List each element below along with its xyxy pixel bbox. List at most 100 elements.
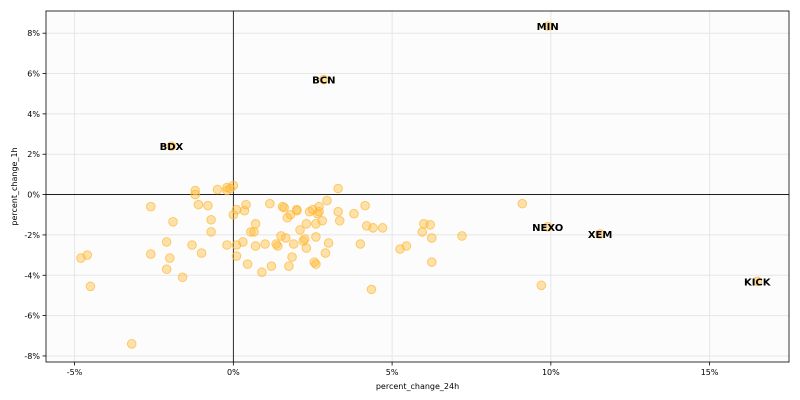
data-point (168, 217, 178, 227)
data-point (334, 215, 345, 226)
data-point (222, 240, 232, 250)
data-point (401, 241, 412, 251)
data-point (301, 243, 312, 253)
data-point (299, 234, 310, 244)
x-tick-label: 5% (386, 368, 399, 377)
data-point (292, 205, 302, 216)
data-point (165, 253, 175, 263)
annotated-point (542, 222, 553, 232)
data-point (242, 259, 253, 269)
data-point (366, 284, 377, 295)
x-tick-label: 15% (701, 368, 719, 377)
data-point (333, 206, 343, 217)
annotation-label: NEXO (532, 223, 563, 234)
data-point (377, 223, 388, 233)
data-point (426, 257, 437, 267)
point-annotations: MIN BCN BDX NEXO XEM KICK (160, 21, 772, 288)
data-point (417, 227, 428, 237)
data-point (536, 280, 547, 291)
x-tick-label: 0% (227, 368, 240, 377)
y-tick-label: -4% (24, 271, 40, 280)
y-tick-label: -8% (24, 352, 40, 361)
y-tick-label: 2% (27, 150, 40, 159)
data-point (228, 180, 239, 191)
data-point (349, 208, 359, 219)
data-point (360, 200, 370, 211)
x-tick-label: 10% (542, 368, 560, 377)
data-point (317, 215, 328, 226)
data-point (187, 240, 197, 250)
plot-frame (45, 10, 790, 363)
data-point (249, 227, 259, 237)
annotation-label: BDX (160, 142, 184, 153)
y-tick-label: 0% (27, 191, 40, 200)
data-point (284, 261, 294, 271)
annotated-point (595, 229, 605, 239)
data-point (85, 281, 96, 292)
annotation-label: XEM (588, 230, 613, 241)
data-point (287, 252, 297, 262)
data-point (311, 259, 321, 269)
data-point (177, 272, 188, 283)
data-point (250, 219, 261, 229)
annotated-point (542, 21, 553, 31)
data-point (145, 201, 156, 212)
data-point (265, 198, 275, 209)
data-point (279, 202, 289, 213)
data-point (368, 223, 378, 233)
annotated-point (319, 74, 329, 85)
y-tick-label: -6% (24, 312, 40, 321)
data-point (203, 200, 213, 211)
data-point (323, 238, 334, 248)
y-axis-ticks: -8% -6% -4% -2% 0% 2% 4% 6% 8% (24, 29, 46, 361)
data-point (161, 237, 172, 247)
data-point (266, 261, 277, 271)
data-point (272, 241, 283, 251)
data-point (238, 237, 248, 247)
data-point (276, 231, 286, 241)
data-point (260, 239, 270, 249)
data-point (333, 183, 343, 194)
data-point (288, 239, 299, 249)
data-point (206, 227, 216, 237)
data-point (355, 239, 366, 249)
annotated-point (166, 141, 177, 151)
x-axis-label: percent_change_24h (376, 382, 459, 391)
data-point (196, 248, 207, 258)
data-point (228, 209, 239, 220)
data-point (82, 250, 93, 260)
y-axis-label: percent_change_1h (10, 147, 19, 225)
data-point (280, 233, 291, 243)
data-point (161, 264, 172, 275)
data-point (301, 219, 312, 229)
y-tick-label: 8% (27, 29, 40, 38)
annotation-label: BCN (312, 76, 335, 87)
y-tick-label: 4% (27, 110, 40, 119)
data-point (246, 227, 256, 237)
data-point (517, 198, 528, 209)
x-tick-label: -5% (67, 368, 83, 377)
data-point (457, 231, 467, 241)
data-point (193, 199, 204, 210)
data-point (426, 233, 437, 243)
data-point (231, 251, 242, 261)
data-point (126, 339, 137, 349)
data-point (231, 204, 242, 215)
data-point (314, 201, 324, 212)
data-point (311, 232, 321, 242)
reference-lines (46, 11, 789, 362)
data-point (322, 195, 332, 206)
y-tick-label: -2% (24, 231, 40, 240)
data-point (190, 189, 201, 200)
data-point (212, 184, 223, 195)
data-point (425, 220, 436, 230)
data-point (257, 267, 267, 278)
y-tick-label: 6% (27, 70, 40, 79)
data-point (314, 206, 324, 217)
annotation-label: KICK (744, 277, 772, 288)
data-point (320, 248, 331, 258)
data-point (241, 199, 251, 210)
data-points (76, 180, 547, 349)
annotated-point (752, 276, 763, 287)
